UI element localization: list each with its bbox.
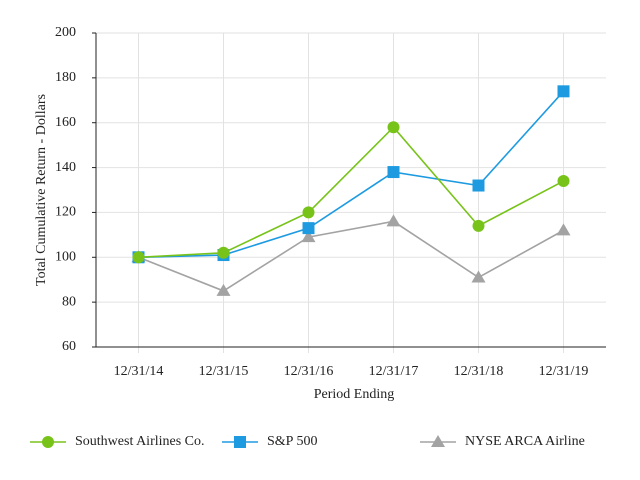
legend-marker bbox=[431, 435, 445, 447]
data-point bbox=[556, 223, 571, 236]
y-tick-label: 100 bbox=[55, 250, 76, 265]
data-point bbox=[301, 230, 316, 243]
legend-marker bbox=[42, 436, 54, 448]
series-line bbox=[138, 126, 564, 259]
legend-label: Southwest Airlines Co. bbox=[75, 434, 205, 449]
y-tick-label: 60 bbox=[62, 339, 76, 354]
data-point bbox=[387, 121, 400, 134]
data-point bbox=[387, 166, 400, 179]
data-point bbox=[557, 85, 570, 98]
data-point bbox=[472, 179, 485, 192]
data-point bbox=[216, 283, 231, 296]
data-point bbox=[132, 251, 145, 264]
x-tick-label: 12/31/18 bbox=[454, 364, 504, 379]
x-tick-label: 12/31/15 bbox=[199, 364, 249, 379]
y-tick-label: 160 bbox=[55, 115, 76, 130]
legend-label: S&P 500 bbox=[267, 434, 317, 449]
y-tick-label: 140 bbox=[55, 160, 76, 175]
x-tick-label: 12/31/19 bbox=[539, 364, 589, 379]
x-axis-title: Period Ending bbox=[314, 387, 395, 402]
data-point bbox=[217, 246, 230, 259]
series-line bbox=[138, 90, 565, 259]
x-tick-label: 12/31/16 bbox=[284, 364, 334, 379]
y-tick-label: 80 bbox=[62, 294, 76, 309]
data-point bbox=[386, 214, 401, 227]
legend-marker bbox=[234, 436, 246, 448]
y-axis-title: Total Cumulative Return - Dollars bbox=[34, 94, 49, 286]
y-tick-label: 180 bbox=[55, 70, 76, 85]
series-line bbox=[138, 220, 564, 292]
y-tick-label: 120 bbox=[55, 205, 76, 220]
data-point bbox=[472, 219, 485, 232]
x-tick-label: 12/31/14 bbox=[114, 364, 164, 379]
data-point bbox=[557, 175, 570, 188]
legend-label: NYSE ARCA Airline bbox=[465, 434, 585, 449]
x-tick-label: 12/31/17 bbox=[369, 364, 419, 379]
y-tick-label: 200 bbox=[55, 25, 76, 40]
data-point bbox=[471, 270, 486, 283]
data-point bbox=[302, 222, 315, 235]
data-point bbox=[302, 206, 315, 219]
